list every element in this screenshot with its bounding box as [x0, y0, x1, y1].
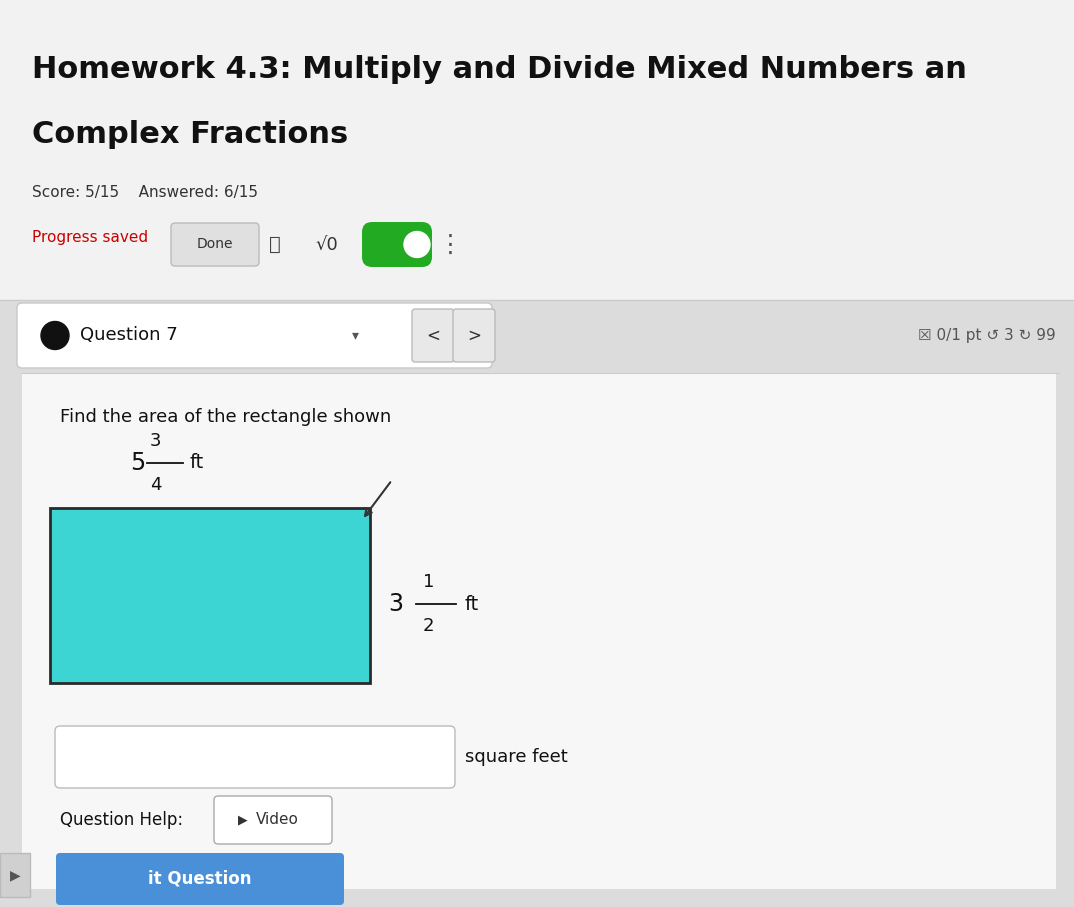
Text: <: <: [426, 327, 440, 345]
Text: 3: 3: [150, 432, 161, 450]
FancyBboxPatch shape: [453, 309, 495, 362]
Text: 1: 1: [423, 573, 434, 591]
FancyBboxPatch shape: [0, 853, 30, 897]
FancyBboxPatch shape: [412, 309, 454, 362]
FancyBboxPatch shape: [362, 222, 432, 267]
Text: 2: 2: [423, 618, 435, 635]
Text: 3: 3: [388, 592, 403, 616]
FancyBboxPatch shape: [56, 853, 344, 905]
Text: ▾: ▾: [351, 328, 359, 343]
Text: Done: Done: [197, 238, 233, 251]
Text: Question Help:: Question Help:: [60, 811, 184, 829]
Text: ⋮: ⋮: [437, 232, 463, 257]
Text: Video: Video: [256, 813, 299, 827]
Text: >: >: [467, 327, 481, 345]
Text: 5: 5: [130, 451, 145, 475]
FancyBboxPatch shape: [0, 0, 1074, 300]
FancyBboxPatch shape: [214, 796, 332, 844]
Text: Progress saved: Progress saved: [32, 230, 148, 245]
Text: square feet: square feet: [465, 748, 568, 766]
Circle shape: [41, 321, 69, 349]
FancyBboxPatch shape: [50, 508, 371, 683]
FancyBboxPatch shape: [55, 726, 455, 788]
Text: 4: 4: [150, 476, 161, 494]
Text: Homework 4.3: Multiply and Divide Mixed Numbers an: Homework 4.3: Multiply and Divide Mixed …: [32, 55, 967, 84]
Circle shape: [404, 231, 430, 258]
Text: ▶: ▶: [238, 814, 248, 826]
FancyBboxPatch shape: [17, 303, 492, 368]
Text: √0: √0: [315, 236, 337, 253]
FancyBboxPatch shape: [21, 373, 1056, 889]
Text: ☒ 0/1 pt ↺ 3 ↻ 99: ☒ 0/1 pt ↺ 3 ↻ 99: [918, 328, 1056, 343]
Text: ⎙: ⎙: [270, 235, 281, 254]
Text: Score: 5/15    Answered: 6/15: Score: 5/15 Answered: 6/15: [32, 185, 258, 200]
Text: ft: ft: [464, 595, 478, 614]
FancyBboxPatch shape: [171, 223, 259, 266]
Text: it Question: it Question: [148, 870, 251, 888]
Text: Find the area of the rectangle shown: Find the area of the rectangle shown: [60, 408, 391, 426]
Text: ▶: ▶: [10, 868, 20, 882]
Text: Complex Fractions: Complex Fractions: [32, 120, 348, 149]
Text: Question 7: Question 7: [79, 327, 178, 345]
Text: ft: ft: [190, 454, 204, 473]
